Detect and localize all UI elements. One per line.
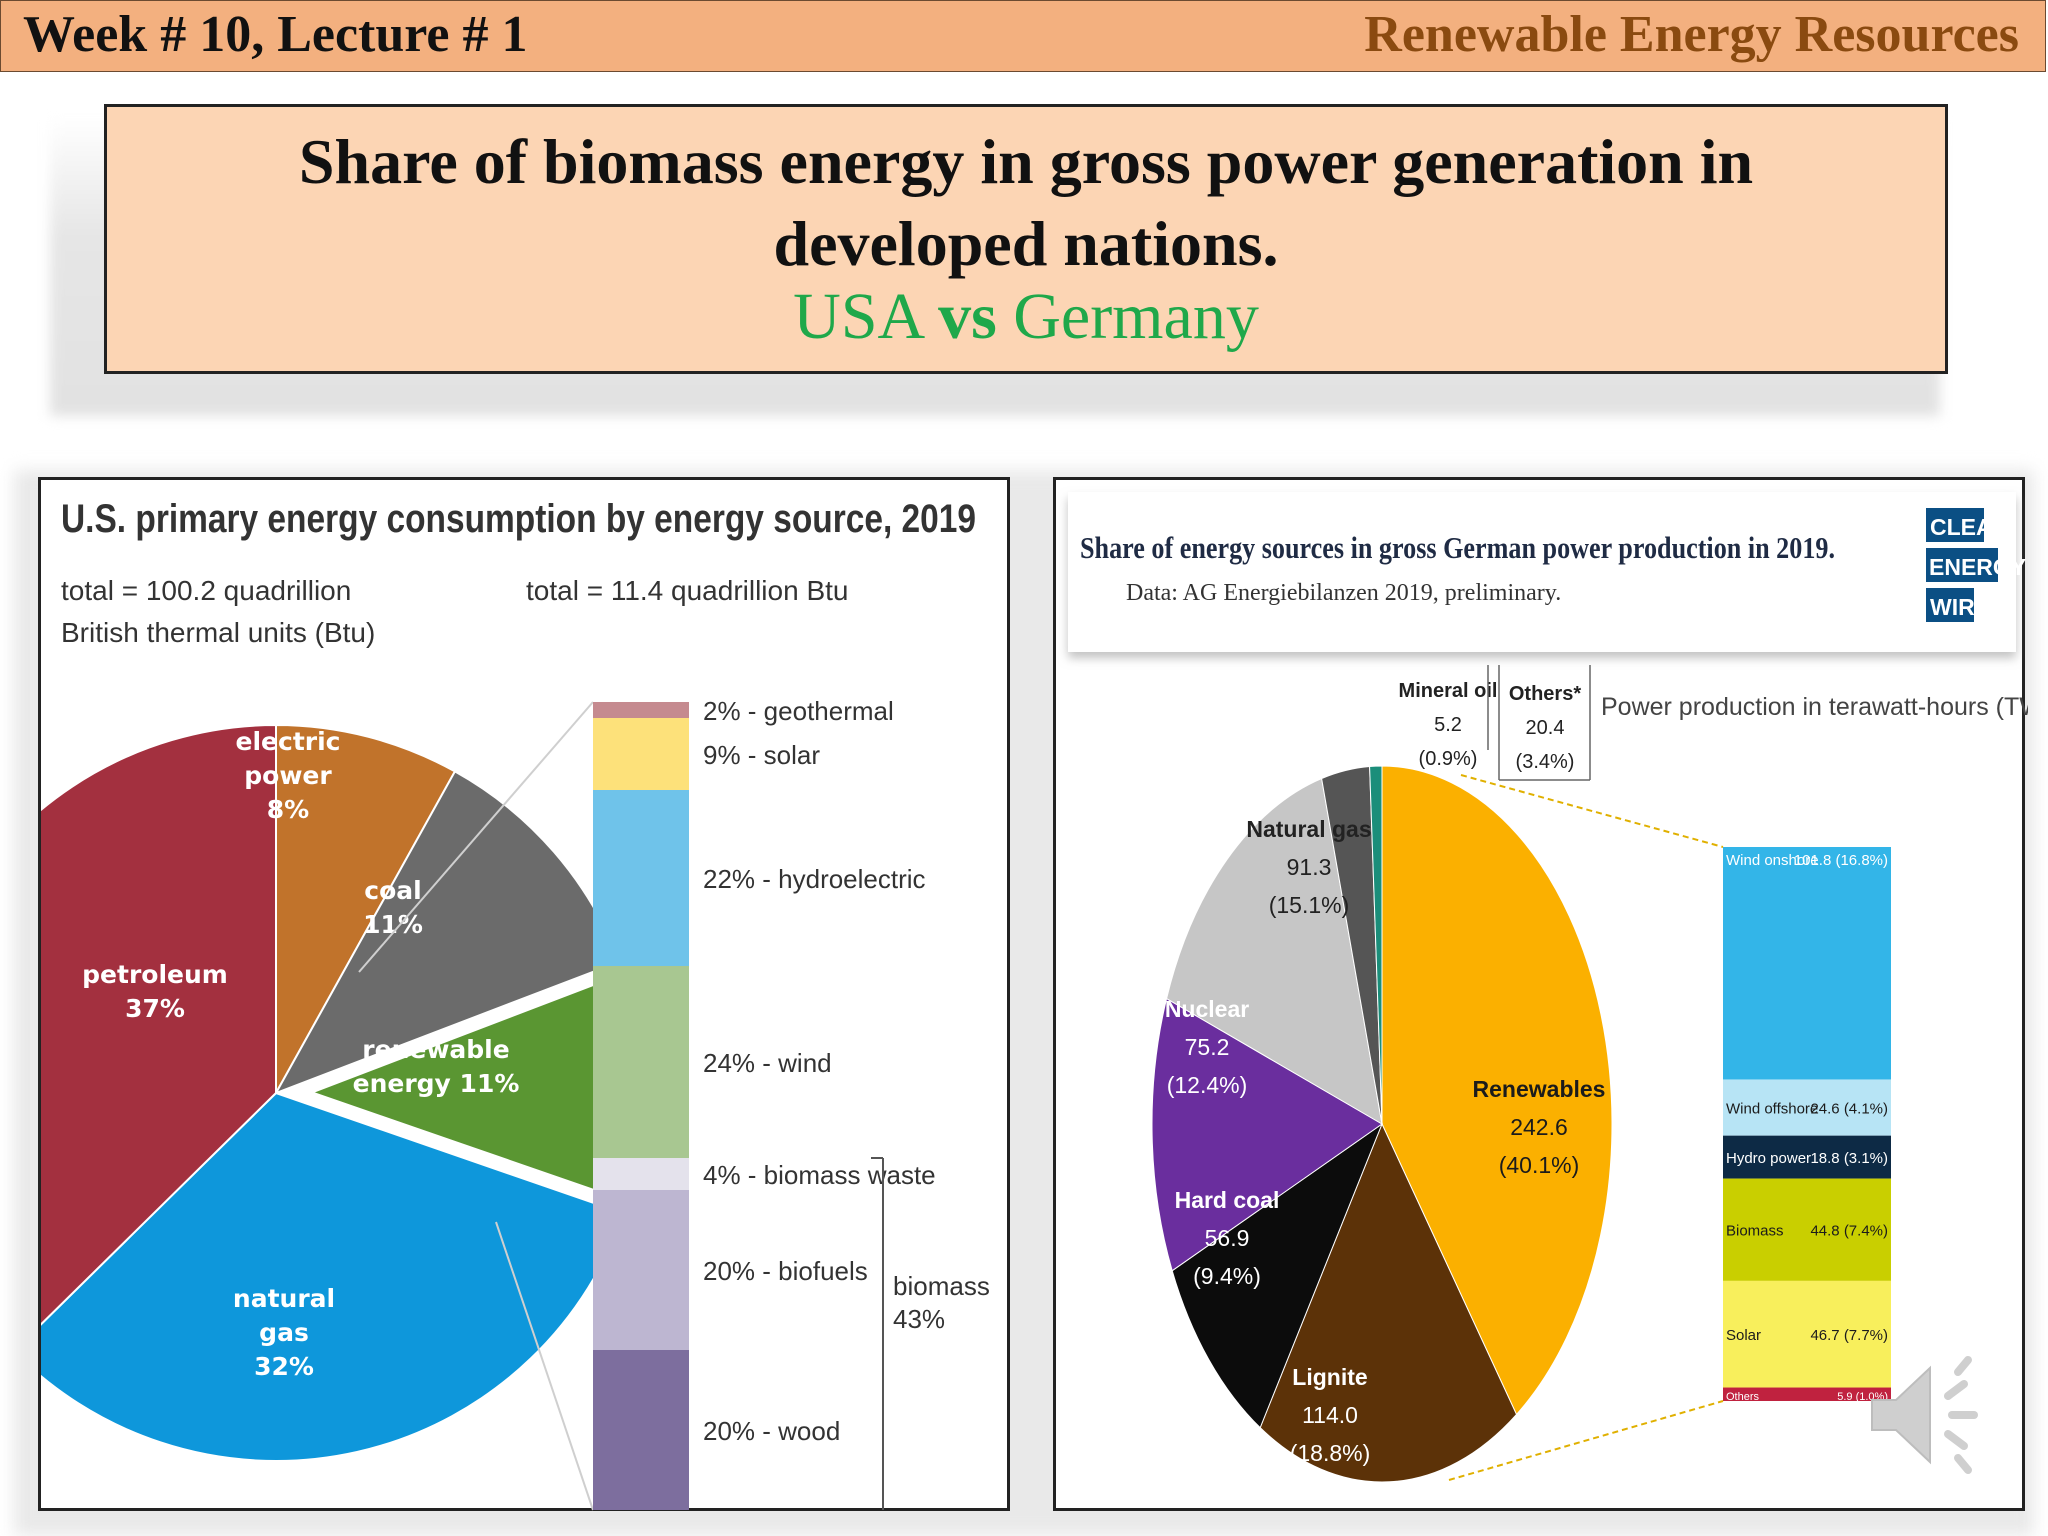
logo-word-wire: WIRE (1930, 594, 1990, 620)
germany-bar-segment-wind-offshore (1723, 1079, 1891, 1136)
logo-box-clean (1926, 508, 1984, 542)
germany-bar-value-biomass: 44.8 (7.4%) (1810, 1223, 1888, 1240)
germany-bar-segment-wind-onshore (1723, 847, 1891, 1080)
germany-bar-segment-solar (1723, 1280, 1891, 1388)
germany-bar-value-hydro-power: 18.8 (3.1%) (1810, 1150, 1888, 1167)
slide-title: Share of biomass energy in gross power g… (107, 121, 1945, 285)
logo-box-wire (1926, 588, 1974, 622)
slide-header-bar: Week # 10, Lecture # 1 Renewable Energy … (0, 0, 2046, 72)
us-bar-label-hydroelectric: 22% - hydroelectric (703, 864, 926, 894)
germany-pie-label-mineral-oil: Mineral oil 5.2 (0.9%) (1399, 680, 1498, 770)
germany-header-card (1068, 492, 2016, 652)
us-pie-label-petroleum: petroleum 37% (82, 960, 228, 1023)
slide-subtitle: USA vs Germany (107, 279, 1945, 355)
germany-pie-label-lignite: Lignite 114.0 (18.8%) (1290, 1364, 1371, 1466)
germany-pie-slice-natural-gas (1166, 777, 1383, 1125)
us-bar-segment-hydroelectric (593, 790, 689, 966)
germany-chart-svg: Share of energy sources in gross German … (1068, 492, 2028, 1483)
us-bar-label-biomass-waste: 4% - biomass waste (703, 1160, 936, 1190)
germany-bar-name-hydro-power: Hydro power (1726, 1150, 1811, 1167)
slide-title-line1: Share of biomass energy in gross power g… (298, 126, 1754, 197)
germany-zoom-line-top (1460, 774, 1724, 848)
us-total-note-1: total = 100.2 quadrillion (61, 575, 351, 606)
us-renewable-bar: 2% - geothermal 9% - solar 22% - hydroelec… (358, 696, 990, 1511)
us-bar-label-geothermal: 2% - geothermal (703, 696, 894, 726)
us-pie-label-natural-gas: natural gas 32% (233, 1284, 335, 1381)
us-chart-panel: U.S. primary energy consumption by energ… (38, 477, 1010, 1511)
subtitle-vs: vs (938, 280, 997, 353)
germany-pie-slice-renewables (1381, 765, 1613, 1416)
us-bar-segment-solar (593, 718, 689, 790)
us-bar-segment-biofuels (593, 1190, 689, 1350)
germany-bar-name-wind-onshore: Wind onshore (1726, 852, 1819, 869)
germany-bar-value-wind-onshore: 101.8 (16.8%) (1794, 852, 1888, 869)
germany-bar-value-solar: 46.7 (7.7%) (1810, 1327, 1888, 1344)
us-pie-label-nuclear-electric-power: nuclear electric power 8% (235, 693, 341, 824)
germany-bar-segment-biomass (1723, 1178, 1891, 1281)
us-bar-label-wood: 20% - wood (703, 1416, 840, 1446)
germany-zoom-line-bottom (1448, 1400, 1724, 1481)
germany-unit-note: Power production in terawatt-hours (TWh) (1601, 693, 2028, 721)
us-pie-slice-natural-gas (41, 1091, 626, 1462)
clean-energy-wire-logo: CLEAN ENERGY WIRE (1926, 508, 2026, 622)
us-pie-slice-petroleum (41, 723, 277, 1326)
us-bar-label-biofuels: 20% - biofuels (703, 1256, 868, 1286)
germany-pie-slice-lignite (1259, 1122, 1518, 1483)
germany-pie-label-others: Others* 20.4 (3.4%) (1509, 683, 1581, 773)
us-pie-label-renewable-energy: renewable energy 11% (353, 1035, 520, 1098)
germany-bar-segment-others (1723, 1387, 1891, 1401)
us-bar-label-solar: 9% - solar (703, 740, 820, 770)
us-bar-segment-wind (593, 966, 689, 1158)
us-bar-label-wind: 24% - wind (703, 1048, 832, 1078)
us-bar-segment-geothermal (593, 702, 689, 718)
us-bar-segment-wood (593, 1350, 689, 1510)
logo-box-energy (1926, 548, 1998, 582)
subtitle-germany: Germany (996, 280, 1259, 353)
germany-pie-label-nuclear: Nuclear 75.2 (12.4%) (1165, 996, 1249, 1098)
us-chart-title: U.S. primary energy consumption by energ… (61, 497, 976, 541)
logo-word-clean: CLEAN (1930, 514, 2009, 540)
us-total-note-2: British thermal units (Btu) (61, 617, 375, 648)
germany-chart-panel: Share of energy sources in gross German … (1053, 477, 2028, 1511)
biomass-bracket-label: biomass (893, 1271, 990, 1301)
germany-bar-name-biomass: Biomass (1726, 1223, 1784, 1240)
germany-bar-value-wind-offshore: 24.6 (4.1%) (1810, 1101, 1888, 1118)
germany-chart-title: Share of energy sources in gross German … (1080, 530, 1835, 565)
slide-title-box: Share of biomass energy in gross power g… (104, 104, 1948, 374)
germany-chart-subtitle: Data: AG Energiebilanzen 2019, prelimina… (1126, 580, 1561, 606)
germany-bar-name-wind-offshore: Wind offshore (1726, 1101, 1818, 1118)
speaker-icon[interactable] (1860, 1350, 1990, 1480)
slide-title-line2: developed nations. (773, 208, 1279, 279)
us-bar-segment-biomass-waste (593, 1158, 689, 1190)
germany-pie-slice-mineral-oil (1369, 765, 1383, 1125)
germany-pie-slice-nuclear (1151, 997, 1383, 1272)
germany-bar-segment-hydro-power (1723, 1135, 1891, 1179)
germany-pie-label-renewables: Renewables 242.6 (40.1%) (1473, 1076, 1606, 1178)
us-renewable-total-note: total = 11.4 quadrillion Btu (526, 575, 848, 606)
us-pie: nuclear electric power 8%coal 11%renewable en… (41, 693, 681, 1462)
germany-bar-name-solar: Solar (1726, 1327, 1761, 1344)
course-title: Renewable Energy Resources (1364, 6, 2019, 63)
us-chart-svg: U.S. primary energy consumption by energ… (41, 497, 990, 1511)
subtitle-usa: USA (793, 280, 939, 353)
lecture-label: Week # 10, Lecture # 1 (23, 6, 528, 63)
germany-pie-slice-hard-coal (1171, 1122, 1384, 1429)
germany-pie-label-hard-coal: Hard coal 56.9 (9.4%) (1175, 1187, 1280, 1289)
germany-pie: Renewables 242.6 (40.1%) Lignite 114.0 (18.8%… (1151, 665, 1613, 1483)
us-zoom-line-bottom (495, 1221, 594, 1511)
germany-bar-name-others: Others (1726, 1391, 1760, 1403)
biomass-bracket-value: 43% (893, 1304, 945, 1334)
germany-pie-label-natural-gas: Natural gas 91.3 (15.1%) (1246, 816, 1371, 918)
logo-word-energy: ENERGY (1929, 554, 2026, 580)
us-pie-slice-nuclear-electric-power (275, 723, 457, 1097)
us-zoom-line-top (358, 701, 594, 973)
